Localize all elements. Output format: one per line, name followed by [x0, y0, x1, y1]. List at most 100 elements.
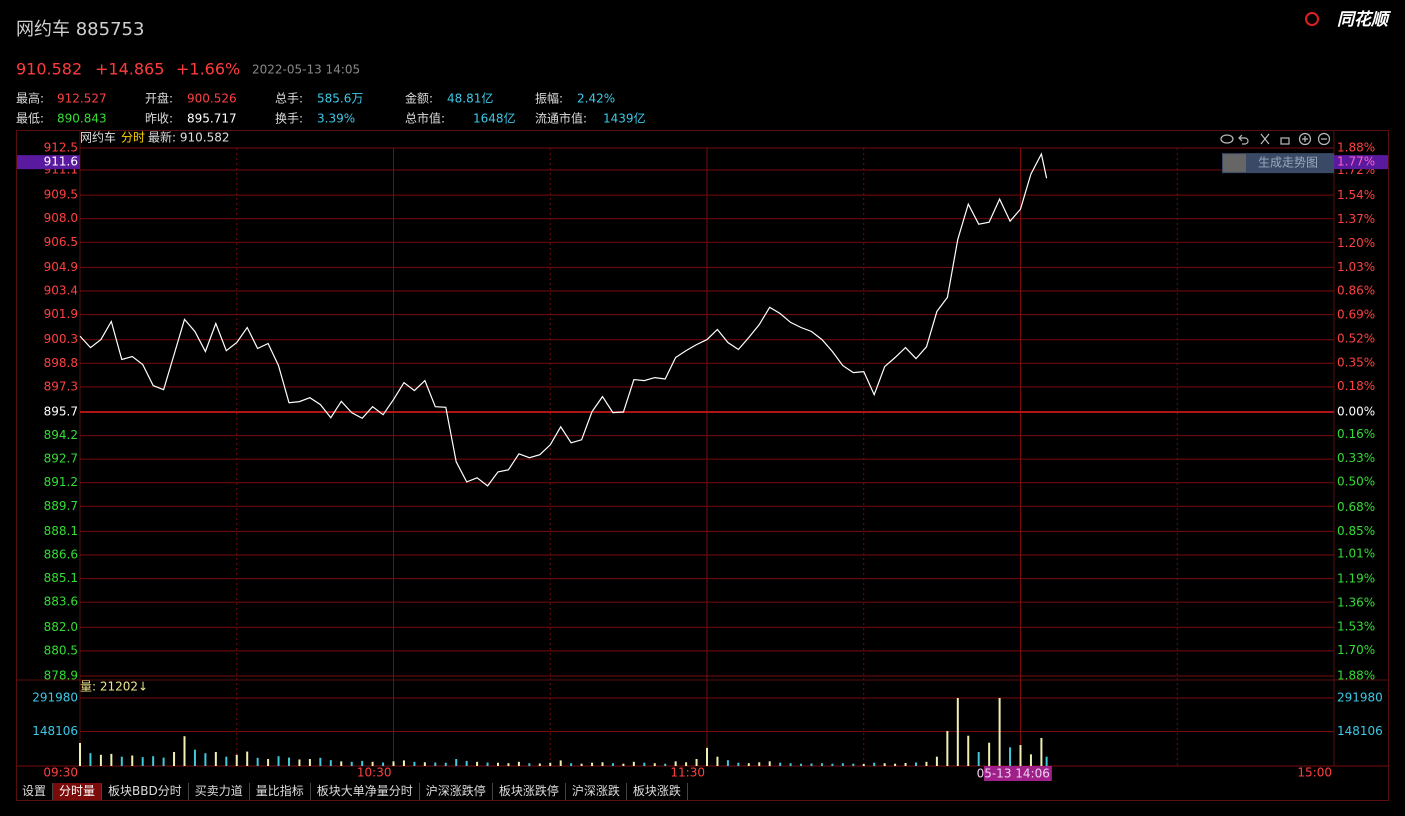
volume-bar	[820, 763, 823, 766]
volume-bar	[402, 760, 405, 766]
y2-tick-label: 1.54%	[1337, 188, 1375, 202]
volume-bar	[507, 763, 510, 766]
y-tick-label: 895.7	[44, 405, 78, 419]
volume-bar	[152, 756, 155, 766]
volume-bar	[810, 763, 813, 766]
trend-button[interactable]	[1222, 153, 1334, 174]
volume-bar	[528, 763, 531, 766]
panel-border	[16, 130, 1389, 801]
tab[interactable]: 沪深涨跌停	[420, 783, 493, 800]
cursor-pct: 1.77%	[1337, 155, 1375, 169]
y2-tick-label: 0.86%	[1337, 284, 1375, 298]
tab[interactable]: 沪深涨跌	[566, 783, 627, 800]
volume-bar	[340, 761, 343, 766]
volume-tick-label: 291980	[1337, 691, 1383, 705]
tab[interactable]: 板块BBD分时	[102, 783, 189, 800]
volume-bar	[350, 761, 353, 766]
tab[interactable]: 量比指标	[250, 783, 311, 800]
volume-bar	[497, 762, 499, 766]
volume-bar	[925, 761, 928, 766]
tab[interactable]: 买卖力道	[189, 783, 250, 800]
volume-bar	[256, 757, 259, 766]
y2-tick-label: 0.00%	[1337, 405, 1375, 419]
logo-icon	[1305, 12, 1319, 26]
volume-bar	[998, 698, 1001, 766]
stat-label: 振幅:	[535, 91, 563, 106]
volume-bar	[873, 762, 876, 766]
x-tick-label: 10:30	[357, 766, 392, 780]
volume-bar	[946, 731, 949, 766]
volume-bar	[308, 759, 311, 766]
volume-bar	[413, 761, 416, 766]
y2-tick-label: 1.37%	[1337, 212, 1375, 226]
tab[interactable]: 板块大单净量分时	[311, 783, 420, 800]
volume-tick-label: 148106	[32, 724, 78, 738]
volume-bar	[246, 751, 249, 766]
y2-tick-label: 0.69%	[1337, 308, 1375, 322]
y2-tick-label: 1.53%	[1337, 619, 1375, 633]
volume-bar	[789, 763, 792, 766]
y2-tick-label: 1.19%	[1337, 572, 1375, 586]
icon-undo[interactable]	[1238, 134, 1249, 145]
stat-value: 48.81亿	[447, 91, 493, 106]
icon-lock[interactable]	[1280, 137, 1290, 145]
x-tick-label: 11:30	[670, 766, 705, 780]
datetime: 2022-05-13 14:05	[252, 63, 360, 77]
y2-tick-label: 1.88%	[1337, 141, 1375, 155]
volume-bar	[382, 762, 385, 766]
stat-label: 总手:	[275, 92, 303, 106]
y-tick-label: 882.0	[44, 620, 78, 634]
volume-bar	[214, 752, 217, 766]
y-tick-label: 891.2	[44, 475, 78, 489]
y2-tick-label: 0.18%	[1337, 379, 1375, 393]
price-line	[79, 152, 1048, 487]
icon-eye[interactable]	[1220, 134, 1234, 144]
volume-label: 量: 21202↓	[80, 680, 148, 694]
y-tick-label: 885.1	[44, 571, 78, 585]
chart-title: 网约车	[80, 130, 116, 145]
volume-bar	[476, 761, 479, 766]
volume-tick-label: 148106	[1337, 724, 1383, 738]
trend-button-label: 生成走势图	[1258, 156, 1318, 170]
volume-bar	[591, 762, 594, 766]
y-tick-label: 912.5	[44, 141, 78, 155]
stat-label: 开盘:	[145, 91, 173, 106]
tab-bar: 设置 分时量 板块BBD分时 买卖力道 量比指标 板块大单净量分时 沪深涨跌停 板块涨跌停 沪深…	[16, 783, 688, 800]
change-pct: +1.66%	[176, 60, 240, 79]
icon-cut[interactable]	[1260, 133, 1270, 145]
x-tick-label: 15:00	[1297, 766, 1332, 780]
volume-bar	[267, 759, 270, 766]
volume-bar	[392, 761, 395, 766]
volume-bar	[726, 760, 729, 766]
y2-tick-label: 1.03%	[1337, 260, 1375, 274]
y-tick-label: 878.9	[44, 669, 78, 683]
volume-bar	[716, 756, 719, 766]
y-tick-label: 906.5	[44, 235, 78, 249]
icon-zoom-in[interactable]	[1298, 132, 1312, 146]
volume-bar	[173, 752, 176, 766]
tab[interactable]: 板块涨跌停	[493, 783, 566, 800]
x-tick-label: 09:30	[43, 766, 78, 780]
volume-bar	[204, 753, 207, 766]
tab[interactable]: 分时量	[53, 783, 103, 800]
volume-bar	[120, 756, 123, 766]
volume-bar	[329, 760, 332, 766]
volume-bar	[800, 763, 803, 766]
stat-label: 总市值:	[405, 111, 445, 126]
volume-bar	[538, 763, 541, 766]
volume-bar	[1009, 747, 1012, 766]
y-tick-label: 903.4	[44, 284, 78, 298]
y-tick-label: 900.3	[44, 332, 78, 346]
cursor-time-box	[983, 766, 1052, 781]
tab[interactable]: 板块涨跌	[627, 783, 688, 800]
tab[interactable]: 设置	[16, 783, 54, 800]
icon-zoom-out[interactable]	[1317, 132, 1331, 146]
trend-button-icon	[1223, 154, 1246, 173]
y-tick-label: 888.1	[44, 524, 78, 538]
y2-tick-label: 0.50%	[1337, 475, 1375, 489]
volume-bar	[674, 761, 677, 766]
volume-bar	[580, 763, 583, 766]
volume-bar	[935, 756, 938, 766]
